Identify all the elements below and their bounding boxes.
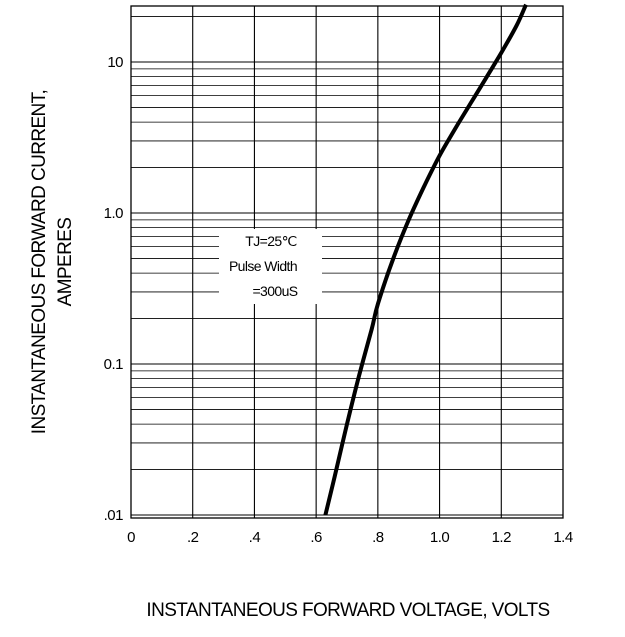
x-axis-title: INSTANTANEOUS FORWARD VOLTAGE, VOLTS (146, 600, 549, 621)
x-tick-label: 0 (127, 529, 135, 546)
x-tick-label: .8 (372, 529, 384, 546)
x-tick-labels: 0 .2 .4 .6 .8 1.0 1.2 1.4 (127, 529, 573, 546)
y-tick-label: .01 (104, 507, 124, 524)
x-tick-label: .2 (187, 529, 199, 546)
x-tick-label: .4 (249, 529, 261, 546)
forward-current-curve (323, 3, 528, 516)
x-tick-label: 1.0 (430, 529, 450, 546)
y-tick-labels: .01 0.1 1.0 10 (104, 54, 124, 524)
y-tick-label: 10 (107, 54, 123, 71)
note-line-tj: TJ=25℃ (245, 233, 296, 249)
note-line-duration: =300uS (252, 283, 297, 299)
y-tick-label: 0.1 (104, 356, 124, 373)
y-axis-title-line-2: AMPERES (55, 218, 76, 307)
x-tick-label: 1.4 (553, 529, 573, 546)
x-tick-label: 1.2 (492, 529, 512, 546)
major-grid (131, 6, 563, 518)
x-tick-label: .6 (310, 529, 322, 546)
note-background (219, 229, 322, 304)
y-tick-label: 1.0 (104, 205, 124, 222)
minor-grid (131, 16, 563, 470)
plot-frame (130, 5, 564, 519)
y-axis-title-line-1: INSTANTANEOUS FORWARD CURRENT, (29, 90, 50, 434)
test-condition-note: TJ=25℃ Pulse Width =300uS (219, 229, 322, 304)
note-line-pulse-width: Pulse Width (229, 258, 297, 274)
